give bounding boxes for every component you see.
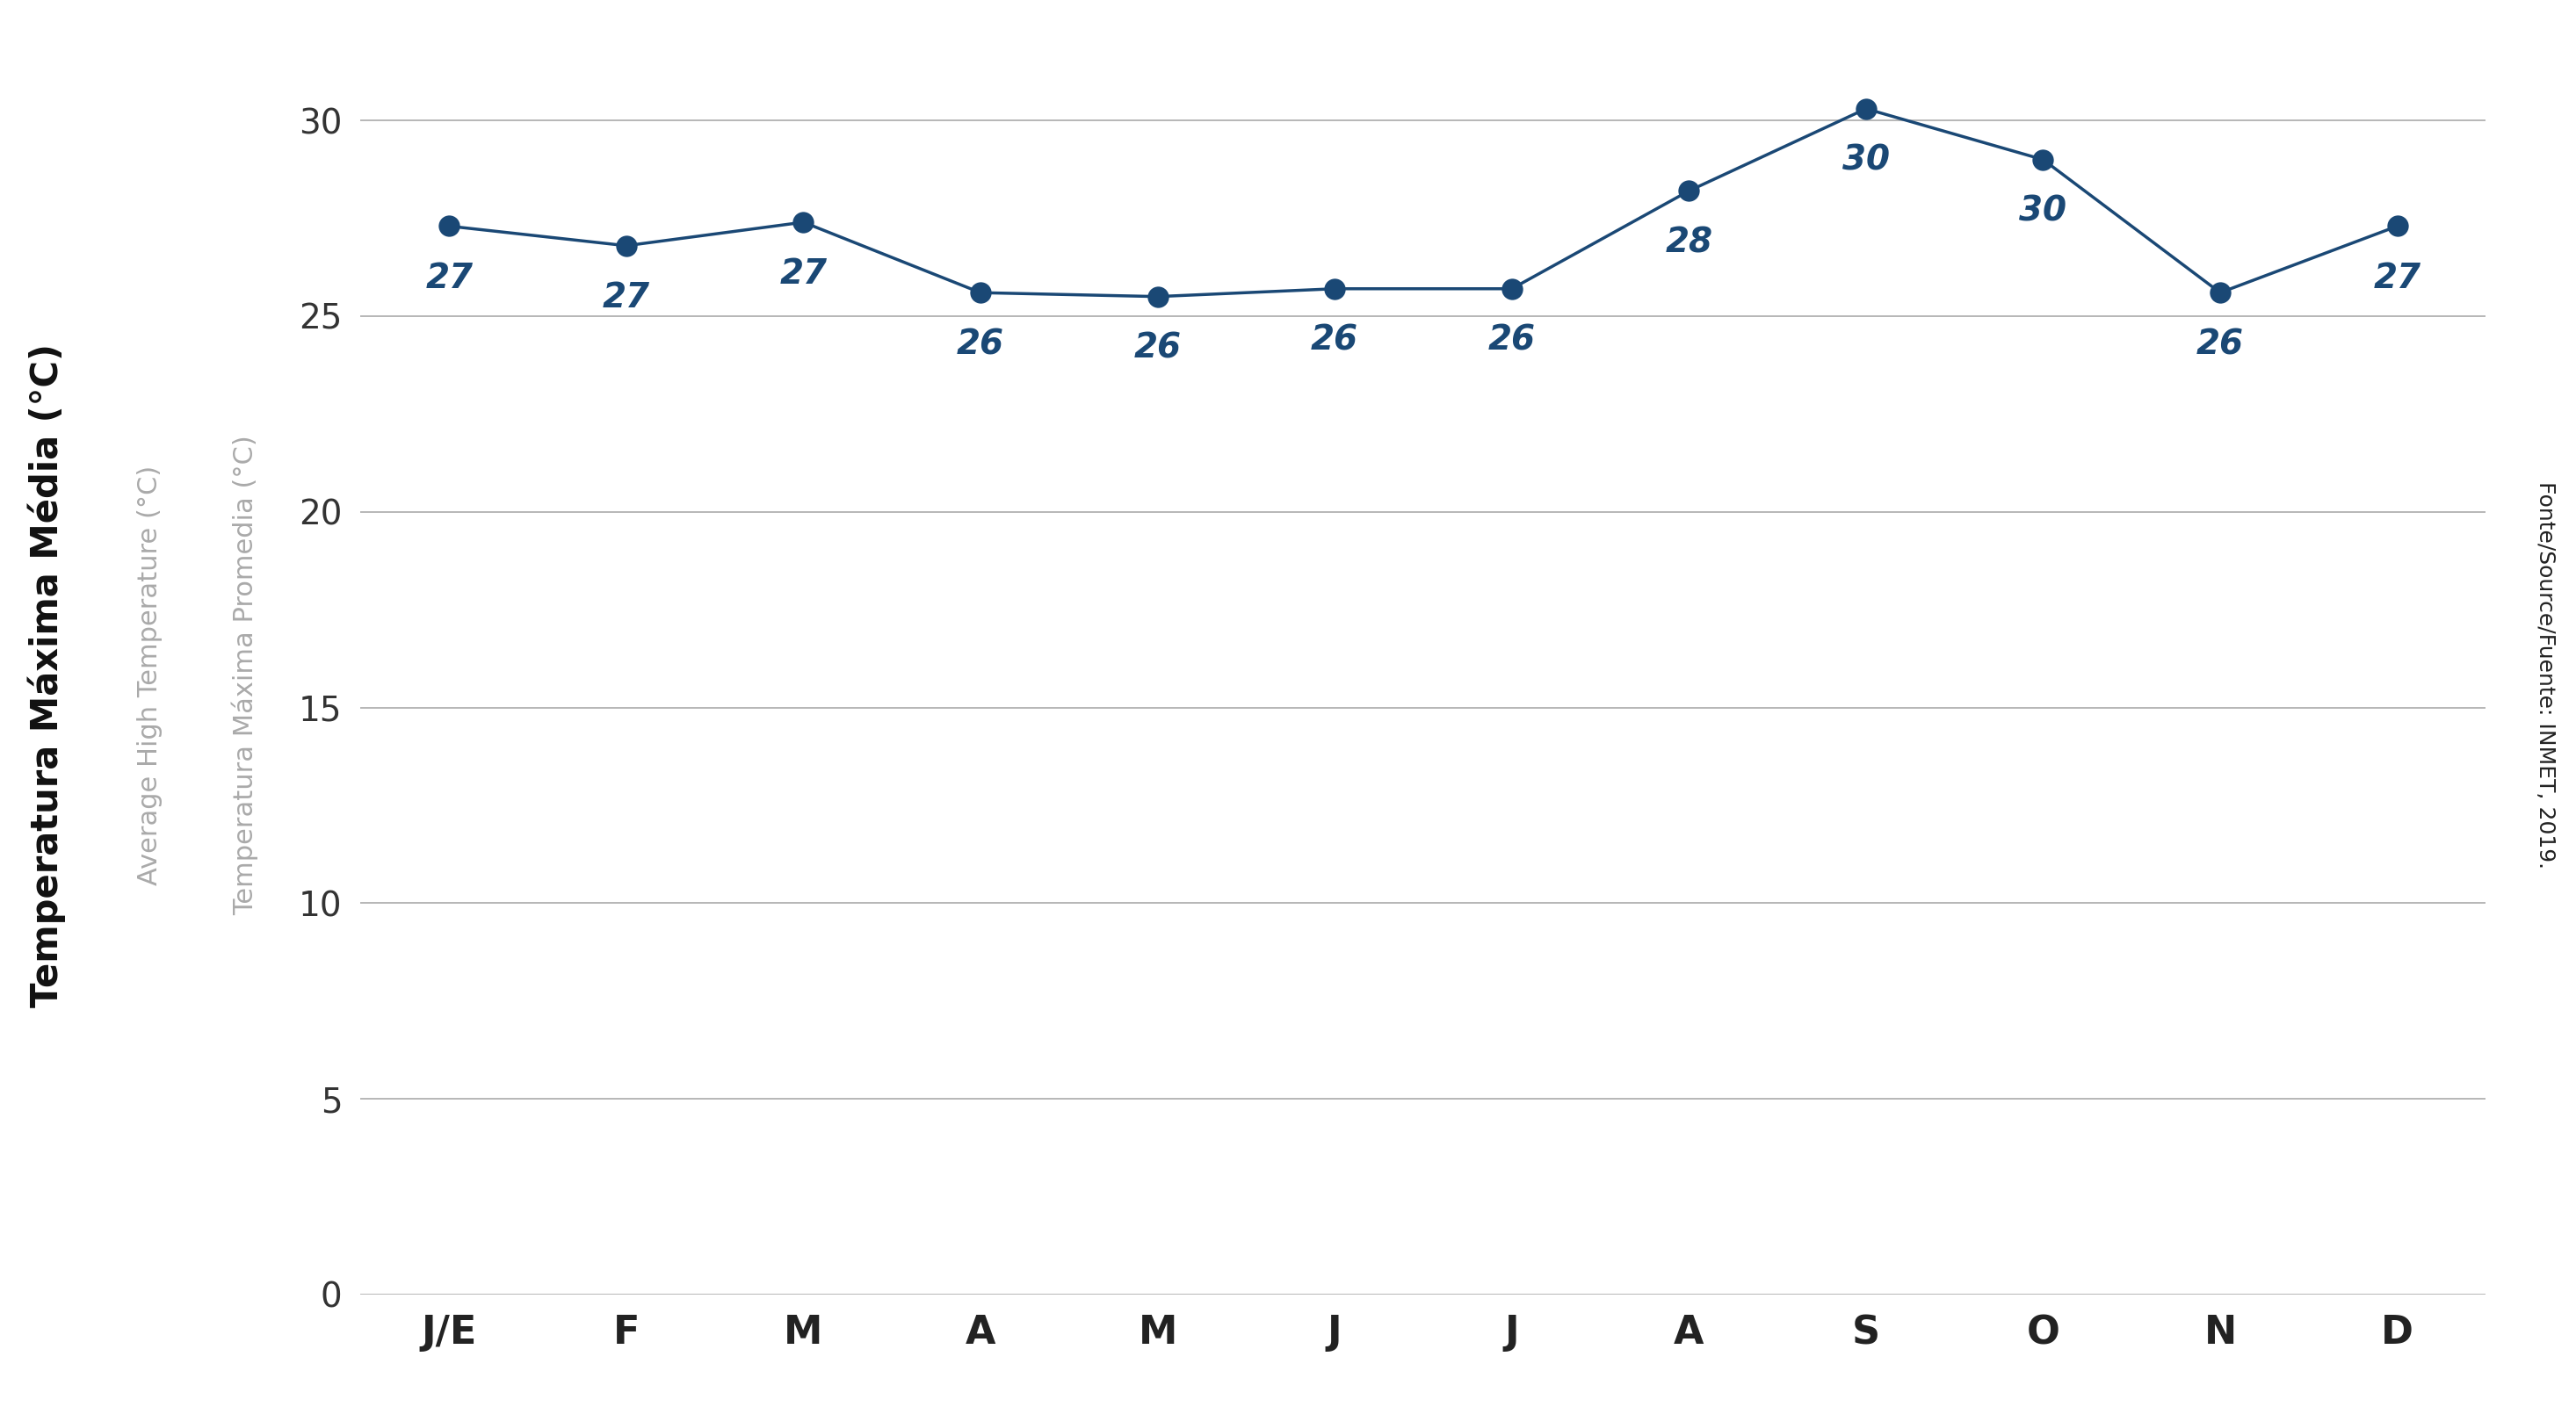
Text: 26: 26 — [1489, 324, 1535, 357]
Text: Temperatura Máxima Média (°C): Temperatura Máxima Média (°C) — [28, 343, 64, 1007]
Text: 27: 27 — [603, 281, 649, 314]
Text: 26: 26 — [956, 328, 1005, 362]
Text: 30: 30 — [1842, 144, 1891, 177]
Text: 27: 27 — [781, 257, 827, 291]
Text: 26: 26 — [1311, 324, 1358, 357]
Text: Average High Temperature (°C): Average High Temperature (°C) — [137, 466, 162, 885]
Text: Fonte/Source/Fuente: INMET, 2019.: Fonte/Source/Fuente: INMET, 2019. — [2535, 481, 2555, 870]
Text: 27: 27 — [2372, 262, 2421, 294]
Text: 26: 26 — [1133, 332, 1182, 366]
Text: 27: 27 — [425, 262, 474, 294]
Text: 30: 30 — [2020, 194, 2066, 228]
Text: Temperatura Máxima Promedia (°C): Temperatura Máxima Promedia (°C) — [232, 435, 258, 916]
Text: 28: 28 — [1664, 227, 1713, 259]
Text: 26: 26 — [2197, 328, 2244, 362]
